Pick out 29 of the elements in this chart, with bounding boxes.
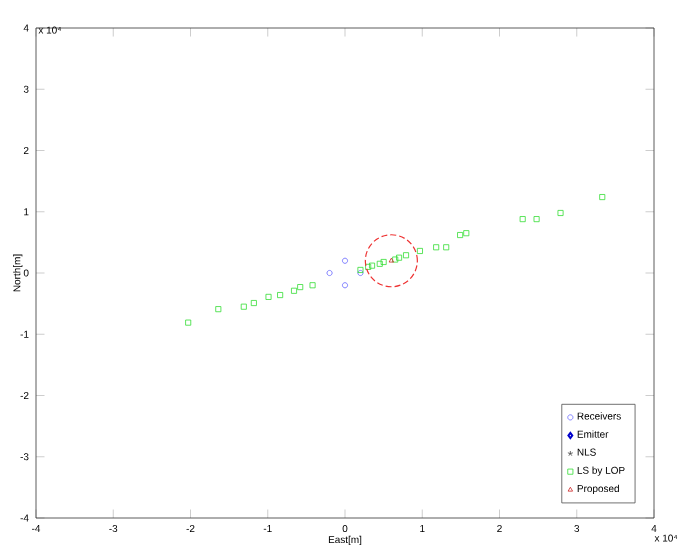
point — [533, 216, 540, 223]
point — [342, 257, 348, 264]
point — [463, 230, 470, 237]
point — [403, 252, 410, 259]
point — [519, 216, 526, 223]
point — [396, 254, 403, 261]
point — [185, 319, 192, 326]
point — [309, 282, 316, 289]
point — [599, 194, 606, 201]
point — [297, 284, 304, 291]
point — [291, 287, 298, 294]
point — [250, 300, 257, 307]
point — [265, 293, 272, 300]
point — [433, 244, 440, 251]
point — [443, 244, 450, 251]
point — [342, 282, 348, 289]
point — [365, 263, 372, 270]
point — [215, 306, 222, 313]
point — [380, 258, 387, 265]
point — [416, 247, 423, 254]
point — [392, 256, 399, 263]
point — [364, 234, 418, 288]
point — [326, 270, 333, 276]
point — [376, 260, 383, 267]
point — [557, 209, 564, 216]
point — [277, 292, 284, 299]
point — [369, 262, 376, 269]
point — [240, 303, 247, 310]
point — [457, 232, 464, 239]
